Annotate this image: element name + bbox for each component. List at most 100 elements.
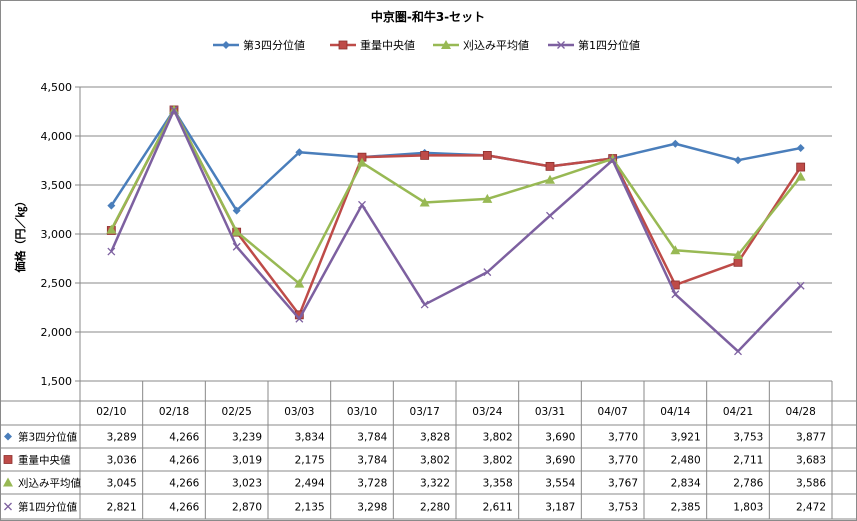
data-point [107, 201, 116, 210]
data-point [232, 242, 241, 251]
legend-label: 重量中央値 [360, 38, 415, 52]
data-point [420, 151, 430, 160]
data-point [734, 347, 742, 356]
y-tick-label: 3,000 [41, 228, 73, 241]
data-point [671, 139, 680, 148]
series-line [110, 108, 802, 353]
y-tick-label: 2,000 [41, 326, 73, 339]
table-row-label: 刈込み平均値 [18, 477, 81, 490]
table-cell: 4,266 [169, 478, 199, 490]
table-cell: 3,877 [796, 432, 826, 444]
table-cell: 2,472 [796, 502, 826, 514]
table-row-label: 第1四分位値 [18, 501, 78, 514]
table-legend-key [4, 432, 12, 441]
data-point [796, 144, 805, 153]
x-tick-label: 02/18 [159, 406, 189, 418]
table-cell: 4,266 [169, 455, 199, 467]
series-line [110, 108, 802, 317]
table-cell: 3,358 [483, 478, 513, 490]
x-tick-label: 03/10 [347, 406, 377, 418]
y-axis-label: 価格（円／㎏） [13, 196, 28, 274]
table-cell: 2,611 [483, 502, 513, 514]
table-cell: 3,023 [232, 478, 262, 490]
series-line [110, 108, 802, 285]
y-tick-label: 4,000 [41, 130, 73, 143]
x-tick-label: 04/14 [660, 406, 691, 418]
table-cell: 3,289 [107, 432, 137, 444]
table-cell: 2,834 [671, 478, 701, 490]
table-cell: 3,683 [796, 455, 826, 467]
table-cell: 3,045 [107, 478, 137, 490]
data-point [482, 193, 493, 203]
data-point [358, 200, 366, 209]
table-cell: 2,175 [295, 455, 325, 467]
table-cell: 3,802 [483, 455, 513, 467]
data-point [795, 171, 806, 181]
y-tick-label: 1,500 [41, 375, 73, 388]
table-legend-key [4, 502, 12, 511]
table-cell: 2,821 [107, 502, 137, 514]
table-cell: 3,586 [796, 478, 826, 490]
table-cell: 4,266 [169, 432, 199, 444]
data-point [670, 245, 681, 255]
table-cell: 3,554 [545, 478, 575, 490]
table-legend-key [3, 455, 13, 464]
x-tick-label: 03/31 [535, 406, 565, 418]
data-point [733, 257, 743, 267]
table-cell: 3,767 [608, 478, 638, 490]
table-cell: 3,770 [608, 455, 638, 467]
table-cell: 3,298 [357, 502, 387, 514]
table-cell: 2,711 [733, 455, 763, 467]
legend-marker [338, 40, 348, 50]
x-tick-label: 02/10 [96, 406, 126, 418]
table-cell: 3,019 [232, 455, 262, 467]
table-cell: 3,921 [671, 432, 701, 444]
data-point [232, 206, 241, 215]
x-marker-stroke [420, 300, 429, 309]
x-marker-stroke [170, 105, 178, 114]
table-cell: 3,690 [545, 432, 575, 444]
x-tick-label: 04/28 [786, 406, 816, 418]
data-point [733, 249, 743, 259]
x-marker-stroke [483, 268, 492, 277]
data-point [170, 105, 178, 114]
x-marker-stroke [608, 156, 617, 165]
data-point [482, 151, 492, 160]
x-marker-stroke [734, 347, 742, 356]
table-cell: 2,280 [420, 502, 450, 514]
x-marker-stroke [546, 211, 554, 220]
table-cell: 3,036 [107, 455, 137, 467]
data-point [295, 148, 304, 157]
table-cell: 3,187 [545, 502, 575, 514]
table-cell: 1,803 [733, 502, 763, 514]
data-point [357, 157, 367, 167]
data-point [546, 211, 554, 220]
x-marker-stroke [358, 200, 366, 209]
data-point [545, 161, 555, 171]
data-point [295, 314, 304, 323]
legend-marker [222, 41, 230, 49]
table-cell: 2,786 [733, 478, 763, 490]
x-tick-label: 02/25 [222, 406, 252, 418]
table-cell: 3,239 [232, 432, 262, 444]
x-tick-label: 04/21 [723, 406, 753, 418]
table-cell: 3,802 [483, 432, 513, 444]
data-point [107, 247, 116, 256]
table-row-label: 第3四分位値 [18, 431, 78, 444]
table-cell: 2,135 [295, 502, 325, 514]
data-point [796, 281, 805, 290]
data-point [607, 153, 618, 163]
x-marker-stroke [796, 281, 805, 290]
table-cell: 3,753 [733, 432, 763, 444]
table-cell: 3,770 [608, 432, 638, 444]
legend-label: 刈込み平均値 [463, 39, 529, 52]
table-cell: 3,728 [357, 478, 387, 490]
series-line [110, 108, 801, 212]
legend-marker [557, 41, 565, 49]
data-point [294, 278, 305, 288]
data-point [796, 162, 806, 172]
data-point [420, 300, 429, 309]
table-cell: 2,480 [671, 455, 701, 467]
data-point [106, 224, 117, 234]
table-cell: 2,385 [671, 502, 701, 514]
